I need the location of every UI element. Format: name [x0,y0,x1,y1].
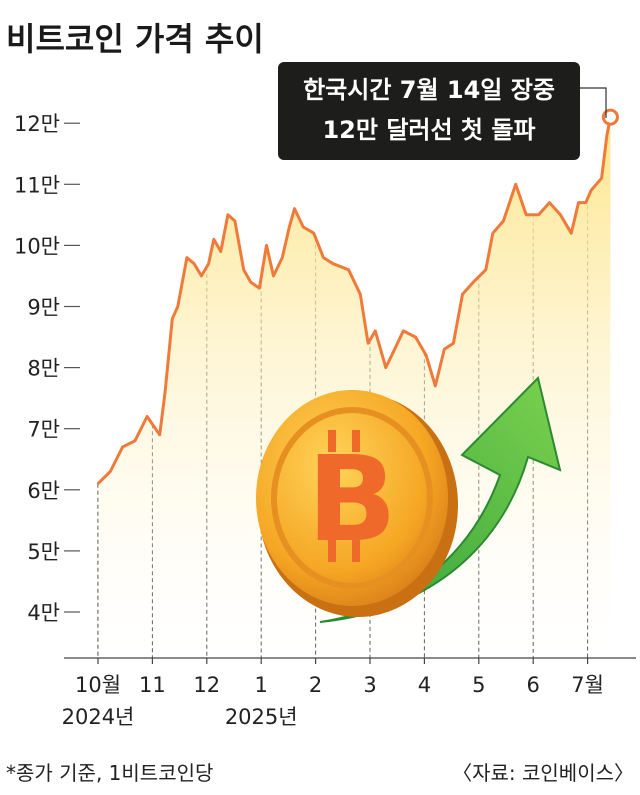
data-point [272,274,275,278]
data-point [461,293,464,296]
data-point [374,329,377,333]
data-point [393,348,396,351]
data-point [577,201,580,204]
data-point [347,268,350,271]
data-point [322,256,325,259]
series-line [96,116,612,485]
data-point [302,225,305,229]
x-year-label: 2025년 [225,705,298,729]
data-point [109,470,112,473]
x-tick-label: 4 [418,673,431,697]
y-tick-label: 12만 [14,112,60,136]
data-point [226,213,230,216]
footnote: *종가 기준, 1비트코인당 [6,761,213,785]
data-point [185,256,189,259]
data-point [207,262,210,265]
data-point [96,482,100,485]
x-tick-label: 11 [139,673,166,697]
data-point [219,250,222,253]
data-point [121,445,124,449]
x-tick-label: 3 [363,673,376,697]
data-point [200,274,203,278]
data-point [472,280,475,284]
data-point [443,348,446,351]
data-point [584,201,587,204]
x-tick-label: 1 [255,673,268,697]
data-point [491,232,494,235]
price-line [96,108,619,485]
data-point [249,280,252,284]
data-point [265,244,268,247]
x-year-label: 2024년 [62,705,135,729]
data-point [605,134,609,137]
data-point [402,329,405,333]
data-point [414,335,417,339]
annotation-callout: 한국시간 7월 14일 장중 12만 달러선 첫 돌파 [278,62,607,160]
x-tick-label: 6 [527,673,540,697]
chart-title: 비트코인 가격 추이 [6,20,264,58]
data-point [525,213,528,216]
data-point [359,293,362,296]
data-point [158,433,161,436]
y-tick-label: 11만 [14,173,60,197]
x-tick-label: 2 [309,673,322,697]
y-tick-label: 7만 [27,418,60,442]
data-point [258,287,261,290]
y-tick-label: 10만 [14,234,60,258]
data-point [600,177,603,180]
data-point [559,213,562,216]
data-point [548,201,551,204]
x-tick-label: 5 [472,673,485,697]
data-point [331,262,335,265]
data-point [484,268,487,271]
data-point [452,342,455,345]
data-point [537,213,540,216]
y-tick-label: 6만 [27,479,60,503]
y-tick-label: 5만 [27,540,60,564]
data-point [589,189,593,192]
data-point [570,232,573,235]
data-point [293,207,296,210]
x-tick-label: 10월 [75,673,121,697]
data-point [242,268,245,271]
data-point [434,384,437,388]
x-tick-label: 7월 [571,673,604,697]
data-point [288,225,291,229]
bitcoin-coin-icon: B [256,390,458,617]
data-point [192,262,196,265]
data-point [145,415,149,418]
annotation-line2: 12만 달러선 첫 돌파 [322,116,535,144]
data-point [163,390,167,394]
data-point [233,219,237,223]
data-point [281,256,284,259]
data-point [212,238,215,241]
source-note: 〈자료: 코인베이스〉 [452,761,634,785]
data-point [514,183,517,186]
data-point [312,232,315,235]
data-point [366,342,370,345]
annotation-line1: 한국시간 7월 14일 장중 [303,76,555,104]
y-tick-label: 9만 [27,296,60,320]
data-point [133,439,137,443]
data-point [171,317,174,320]
latest-point-marker [601,108,619,126]
data-point [425,354,428,357]
y-tick-label: 4만 [27,601,60,625]
x-tick-label: 12 [193,673,220,697]
y-axis: 4만 5만 6만 7만 8만 9만 10만 11만 12만 [14,112,80,625]
data-point [384,366,387,369]
data-point [502,219,505,223]
data-point [176,305,179,308]
y-tick-label: 8만 [27,357,60,381]
